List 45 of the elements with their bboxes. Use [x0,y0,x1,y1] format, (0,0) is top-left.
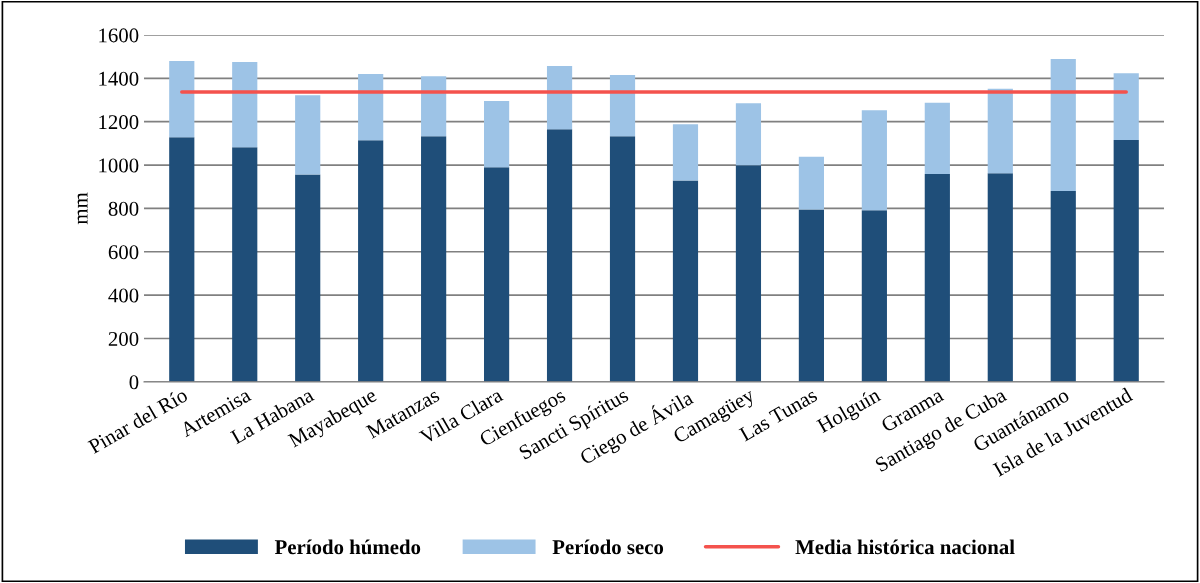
y-tick-label: 0 [129,375,139,390]
bar [358,140,384,382]
bar [924,102,950,174]
y-tick-label: 400 [108,288,139,303]
bar [987,88,1013,174]
bar [1050,191,1076,382]
bar [421,136,447,382]
bar [546,129,573,382]
y-tick-label: 200 [108,331,139,346]
bar [169,61,195,138]
bar [798,209,824,382]
y-tick-label: 1400 [99,71,139,86]
legend-label: Período seco [552,539,664,555]
bar [735,103,762,166]
legend-label: Media histórica nacional [795,539,1015,555]
y-axis-title: mm [77,192,88,225]
bar [861,110,887,211]
bar [735,165,762,382]
bar [1113,73,1139,140]
bar [232,147,258,382]
bar [1050,59,1076,192]
bar [484,101,510,168]
bar [861,210,887,382]
bar [484,167,510,382]
bar [987,173,1013,382]
y-tick-label: 600 [108,245,139,260]
y-tick-label: 1000 [99,158,139,173]
bar [609,75,636,137]
bar [609,136,636,382]
bar [924,173,950,382]
bar [798,156,824,210]
legend-label: Período húmedo [274,539,421,555]
bar [546,65,573,130]
bar [295,174,321,382]
bar [421,76,447,137]
bar [672,180,699,382]
bar [1113,139,1139,382]
bar [295,95,321,175]
bar [169,137,195,382]
bar [672,124,699,181]
bar [232,62,258,148]
y-tick-label: 800 [108,201,139,216]
y-tick-label: 1600 [99,28,139,43]
bar [358,74,384,141]
y-tick-label: 1200 [99,115,139,130]
